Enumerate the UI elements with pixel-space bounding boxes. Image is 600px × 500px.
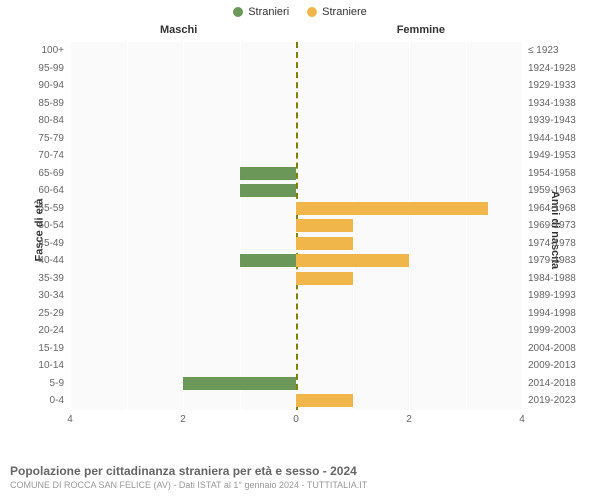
ytick-birth: 1989-1993	[522, 287, 576, 305]
ytick-birth: 1984-1988	[522, 270, 576, 288]
ytick-birth: 1959-1963	[522, 182, 576, 200]
age-row: 20-241999-2003	[70, 322, 522, 340]
ytick-birth: 1964-1968	[522, 200, 576, 218]
age-row: 35-391984-1988	[70, 270, 522, 288]
ytick-age: 45-49	[38, 235, 70, 253]
ytick-birth: 2004-2008	[522, 340, 576, 358]
age-row: 50-541969-1973	[70, 217, 522, 235]
ytick-age: 20-24	[38, 322, 70, 340]
ytick-age: 25-29	[38, 305, 70, 323]
age-row: 10-142009-2013	[70, 357, 522, 375]
age-row: 15-192004-2008	[70, 340, 522, 358]
bar-female	[296, 202, 488, 215]
ytick-birth: ≤ 1923	[522, 42, 559, 60]
ytick-birth: 1974-1978	[522, 235, 576, 253]
age-row: 40-441979-1983	[70, 252, 522, 270]
xtick: 2	[180, 410, 186, 425]
legend-swatch-male	[233, 7, 243, 17]
ytick-age: 35-39	[38, 270, 70, 288]
age-row: 95-991924-1928	[70, 60, 522, 78]
ytick-age: 60-64	[38, 182, 70, 200]
ytick-age: 80-84	[38, 112, 70, 130]
chart-area: Maschi Femmine Fasce di età Anni di nasc…	[0, 20, 600, 440]
legend-item-female: Straniere	[307, 6, 367, 18]
chart-title: Popolazione per cittadinanza straniera p…	[10, 464, 590, 478]
ytick-birth: 1924-1928	[522, 60, 576, 78]
ytick-birth: 1954-1958	[522, 165, 576, 183]
ytick-age: 0-4	[50, 392, 70, 410]
ytick-age: 10-14	[38, 357, 70, 375]
ytick-birth: 1999-2003	[522, 322, 576, 340]
bar-female	[296, 272, 353, 285]
xtick: 2	[406, 410, 412, 425]
ytick-age: 50-54	[38, 217, 70, 235]
age-row: 0-42019-2023	[70, 392, 522, 410]
ytick-age: 30-34	[38, 287, 70, 305]
bar-female	[296, 254, 409, 267]
bar-female	[296, 219, 353, 232]
panel-title-male: Maschi	[160, 24, 197, 36]
ytick-birth: 1979-1983	[522, 252, 576, 270]
ytick-birth: 1939-1943	[522, 112, 576, 130]
legend-label-female: Straniere	[322, 6, 367, 18]
ytick-age: 65-69	[38, 165, 70, 183]
ytick-birth: 2019-2023	[522, 392, 576, 410]
ytick-age: 40-44	[38, 252, 70, 270]
legend-item-male: Stranieri	[233, 6, 289, 18]
bar-male	[240, 184, 297, 197]
bar-male	[183, 377, 296, 390]
legend-label-male: Stranieri	[248, 6, 289, 18]
ytick-age: 85-89	[38, 95, 70, 113]
age-row: 55-591964-1968	[70, 200, 522, 218]
ytick-birth: 1994-1998	[522, 305, 576, 323]
bar-female	[296, 394, 353, 407]
age-row: 85-891934-1938	[70, 95, 522, 113]
xtick: 0	[293, 410, 299, 425]
panel-title-female: Femmine	[397, 24, 445, 36]
xtick: 4	[519, 410, 525, 425]
ytick-birth: 1949-1953	[522, 147, 576, 165]
age-row: 25-291994-1998	[70, 305, 522, 323]
ytick-age: 90-94	[38, 77, 70, 95]
age-row: 75-791944-1948	[70, 130, 522, 148]
ytick-birth: 2014-2018	[522, 375, 576, 393]
ytick-birth: 1944-1948	[522, 130, 576, 148]
xtick: 4	[67, 410, 73, 425]
age-row: 30-341989-1993	[70, 287, 522, 305]
ytick-age: 15-19	[38, 340, 70, 358]
chart-legend: Stranieri Straniere	[0, 0, 600, 20]
age-row: 60-641959-1963	[70, 182, 522, 200]
ytick-age: 70-74	[38, 147, 70, 165]
ytick-age: 100+	[41, 42, 70, 60]
ytick-age: 75-79	[38, 130, 70, 148]
chart-footer: Popolazione per cittadinanza straniera p…	[10, 464, 590, 490]
age-row: 100+≤ 1923	[70, 42, 522, 60]
age-row: 90-941929-1933	[70, 77, 522, 95]
age-row: 45-491974-1978	[70, 235, 522, 253]
age-row: 65-691954-1958	[70, 165, 522, 183]
ytick-birth: 2009-2013	[522, 357, 576, 375]
ytick-birth: 1934-1938	[522, 95, 576, 113]
ytick-birth: 1929-1933	[522, 77, 576, 95]
legend-swatch-female	[307, 7, 317, 17]
bar-male	[240, 167, 297, 180]
bar-female	[296, 237, 353, 250]
chart-plot: 100+≤ 192395-991924-192890-941929-193385…	[70, 42, 522, 410]
ytick-age: 55-59	[38, 200, 70, 218]
bar-male	[240, 254, 297, 267]
ytick-birth: 1969-1973	[522, 217, 576, 235]
age-row: 70-741949-1953	[70, 147, 522, 165]
age-row: 5-92014-2018	[70, 375, 522, 393]
ytick-age: 5-9	[50, 375, 70, 393]
ytick-age: 95-99	[38, 60, 70, 78]
chart-subtitle: COMUNE DI ROCCA SAN FELICE (AV) - Dati I…	[10, 480, 590, 490]
age-row: 80-841939-1943	[70, 112, 522, 130]
